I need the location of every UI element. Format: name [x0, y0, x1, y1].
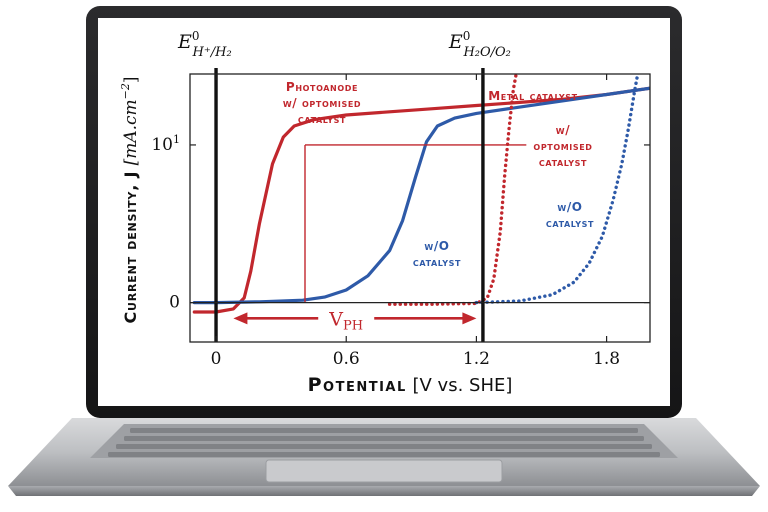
series-label-2: Metal catalyst — [488, 89, 577, 103]
trackpad — [265, 459, 503, 483]
reference-lines — [214, 68, 485, 342]
series-label-3: optomised — [533, 139, 592, 153]
series-label-1: catalyst — [413, 255, 461, 269]
plot-frame — [189, 73, 651, 343]
series-clip-group — [192, 74, 650, 314]
series-label-3: w/ — [556, 123, 570, 137]
series-label-4: w/O — [557, 200, 582, 214]
vph-label-bg — [318, 305, 375, 330]
vph-label: VPH — [328, 308, 363, 333]
ref-line-label-0: E0 H⁺/H₂ — [177, 29, 232, 60]
y-axis-title: Current density, J [mA.cm−2] — [119, 76, 141, 323]
series-label-3: catalyst — [539, 155, 587, 169]
axes: 0 0.6 1.2 1.8 0 101 — [151, 73, 651, 369]
labels: E0 H⁺/H₂ E0 H₂O/O₂ VPH Photoanode w/ optomised… — [119, 29, 594, 396]
keyboard-keys — [108, 428, 660, 457]
series-layer — [192, 74, 650, 330]
x-tick-label: 1.2 — [463, 349, 490, 369]
series-label-0: w/ optomised — [283, 96, 361, 110]
screen-display — [98, 18, 670, 406]
series-label-0: catalyst — [298, 112, 346, 126]
series-line-1 — [192, 86, 650, 305]
ref-line-label-1: E0 H₂O/O₂ — [448, 29, 511, 60]
series-line-4 — [474, 74, 640, 305]
laptop-front-lip — [8, 486, 760, 496]
x-axis-title: Potential [V vs. SHE] — [308, 374, 513, 396]
series-line-0 — [192, 86, 650, 314]
vph-arrow-head-right — [462, 312, 477, 325]
series-line-2 — [387, 74, 518, 306]
x-tick-label: 0 — [211, 349, 222, 369]
x-tick-label: 1.8 — [593, 349, 620, 369]
y-tick-label: 101 — [151, 133, 180, 155]
series-label-1: w/O — [424, 239, 449, 253]
y-tick-label: 0 — [169, 293, 180, 313]
series-label-0: Photoanode — [286, 80, 358, 94]
vph-arrow-head-left — [233, 312, 248, 325]
x-tick-label: 0.6 — [333, 349, 360, 369]
series-label-4: catalyst — [546, 216, 594, 230]
